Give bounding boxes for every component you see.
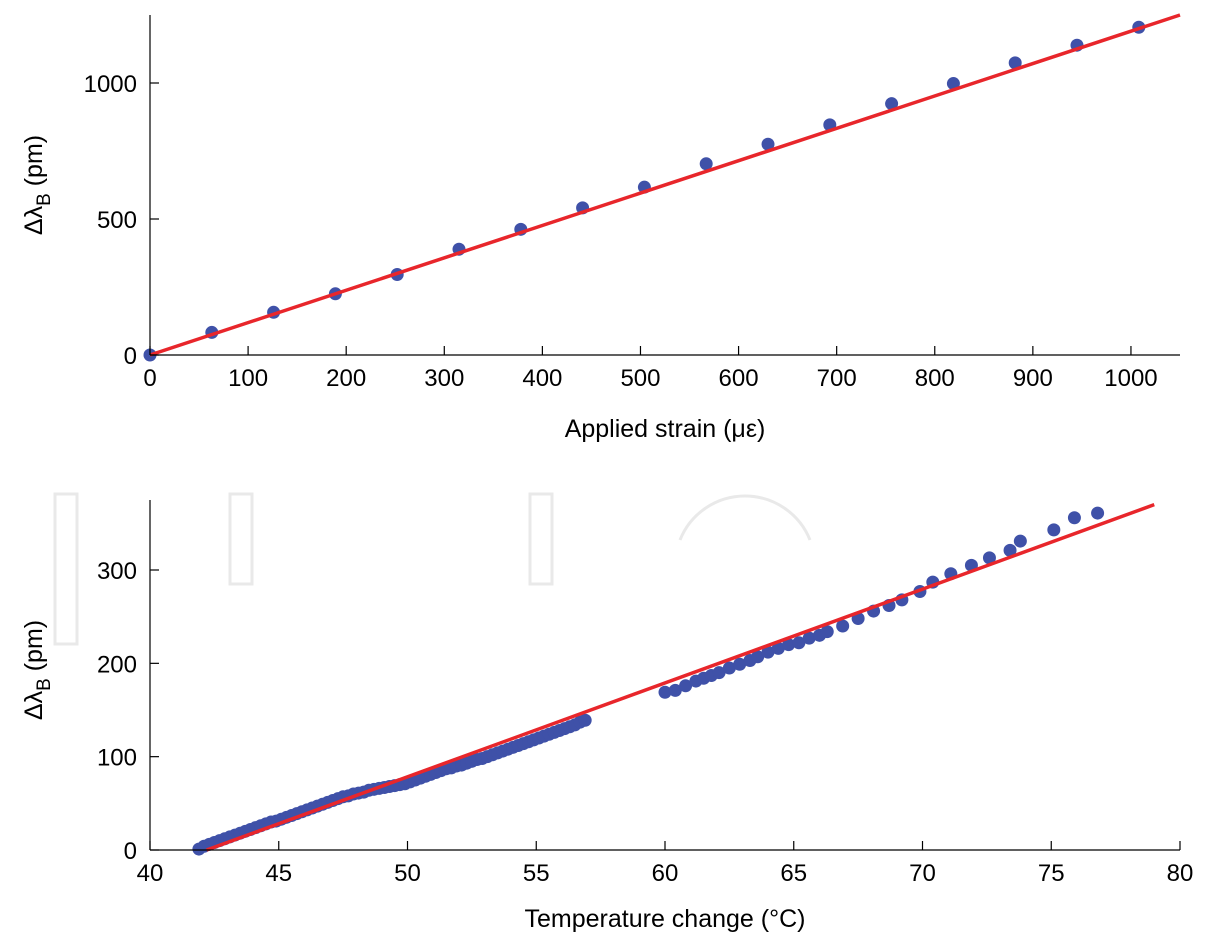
data-point — [1091, 506, 1105, 520]
data-point — [836, 619, 850, 633]
fit-line-layer — [206, 503, 1155, 852]
data-point — [761, 645, 775, 659]
data-point — [668, 683, 682, 697]
fit-line-layer — [149, 13, 1181, 357]
fit-line — [149, 13, 1181, 357]
y-axis-label: ΔλB (pm) — [20, 620, 55, 720]
y-tick-label: 0 — [124, 838, 137, 865]
x-tick-label: 900 — [1013, 365, 1053, 392]
data-point — [1003, 543, 1017, 557]
data-point — [820, 625, 834, 639]
y-tick-label: 200 — [97, 651, 137, 678]
x-tick-label: 65 — [780, 860, 807, 887]
y-tick-label: 100 — [97, 745, 137, 772]
y-ticks: 0 100 200 300 — [97, 558, 159, 865]
data-point — [761, 137, 775, 151]
y-tick-label: 500 — [97, 207, 137, 234]
data-point — [1013, 534, 1027, 548]
data-point — [782, 638, 796, 652]
x-tick-label: 50 — [394, 860, 421, 887]
y-tick-label: 1000 — [84, 71, 137, 98]
x-tick-label: 500 — [620, 365, 660, 392]
data-point — [982, 551, 996, 565]
y-tick-label: 0 — [124, 343, 137, 370]
data-point — [946, 77, 960, 91]
data-point — [1047, 523, 1061, 537]
x-tick-label: 700 — [817, 365, 857, 392]
x-tick-label: 300 — [424, 365, 464, 392]
x-ticks: 40 45 50 55 60 65 70 75 80 — [137, 841, 1194, 887]
data-point — [658, 685, 672, 699]
fit-line — [206, 503, 1155, 852]
y-ticks: 0 500 1000 — [84, 71, 159, 370]
x-tick-label: 80 — [1167, 860, 1194, 887]
x-tick-label: 400 — [522, 365, 562, 392]
data-points-layer — [192, 506, 1105, 856]
y-tick-label: 300 — [97, 558, 137, 585]
x-tick-label: 70 — [909, 860, 936, 887]
x-tick-label: 200 — [326, 365, 366, 392]
x-tick-label: 75 — [1038, 860, 1065, 887]
data-point — [751, 650, 765, 664]
x-ticks: 0 100 200 300 400 500 600 700 800 900 1000 — [143, 346, 1158, 392]
x-axis-label: Temperature change (°C) — [525, 905, 806, 933]
data-point — [771, 641, 785, 655]
x-axis-label: Applied strain (με) — [565, 415, 766, 443]
watermark-logo — [53, 492, 812, 646]
data-point — [792, 636, 806, 650]
data-point — [1067, 511, 1081, 525]
data-point — [679, 679, 693, 693]
data-point — [578, 713, 592, 727]
data-point — [733, 657, 747, 671]
plot-area — [192, 503, 1155, 856]
data-point — [722, 661, 736, 675]
y-axis-label: ΔλB (pm) — [20, 135, 55, 235]
x-tick-label: 800 — [915, 365, 955, 392]
x-tick-label: 40 — [137, 860, 164, 887]
x-tick-label: 60 — [652, 860, 679, 887]
x-tick-label: 1000 — [1104, 365, 1157, 392]
data-point — [712, 666, 726, 680]
x-tick-label: 600 — [719, 365, 759, 392]
x-tick-label: 55 — [523, 860, 550, 887]
x-tick-label: 45 — [265, 860, 292, 887]
temperature-chart: 40 45 50 55 60 65 70 75 80 0 100 200 300 Temperatur… — [20, 500, 1193, 933]
data-point — [1008, 56, 1022, 70]
data-point — [699, 157, 713, 171]
strain-chart: 0 100 200 300 400 500 600 700 800 900 1000 0 500 100… — [20, 13, 1181, 443]
x-tick-label: 0 — [143, 365, 156, 392]
data-point — [885, 97, 899, 111]
x-tick-label: 100 — [228, 365, 268, 392]
plot-area — [143, 13, 1181, 362]
data-point — [802, 631, 816, 645]
